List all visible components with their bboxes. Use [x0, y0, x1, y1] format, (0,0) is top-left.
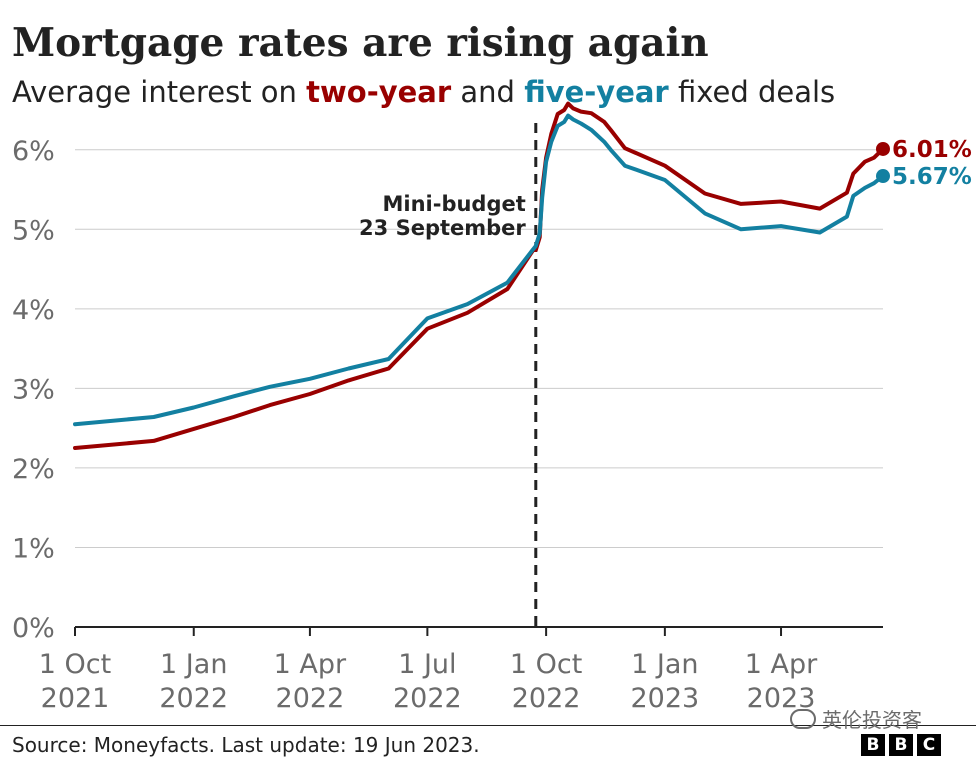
y-tick-label: 2%	[12, 454, 55, 485]
two-year-line	[73, 101, 885, 450]
chat-icon	[790, 708, 816, 729]
logo-letter: B	[861, 734, 885, 756]
logo-letter: B	[889, 734, 913, 756]
subtitle-mid: and	[451, 75, 525, 109]
bbc-logo: B B C	[861, 734, 941, 756]
footer-divider	[0, 725, 976, 726]
chart-subtitle: Average interest on two-year and five-ye…	[12, 75, 835, 109]
x-tick-label-month: 1 Jan	[160, 649, 227, 680]
x-tick-label-month: 1 Apr	[745, 649, 818, 680]
subtitle-two-year-key: two-year	[306, 75, 452, 109]
y-tick-label: 1%	[12, 533, 55, 564]
x-tick-label-month: 1 Jul	[398, 649, 456, 680]
x-tick-label-month: 1 Jan	[631, 649, 698, 680]
y-tick-label: 0%	[12, 613, 55, 644]
x-tick-label-year: 2023	[631, 683, 700, 714]
two-year-end-label: 6.01%	[892, 137, 972, 163]
subtitle-five-year-key: five-year	[524, 75, 669, 109]
source-note: Source: Moneyfacts. Last update: 19 Jun …	[12, 733, 480, 757]
watermark-text: 英伦投资客	[822, 708, 922, 732]
y-tick-label: 6%	[12, 136, 55, 167]
x-tick-label-year: 2022	[393, 683, 462, 714]
five-year-line	[73, 113, 885, 427]
y-tick-label: 5%	[12, 215, 55, 246]
x-tick-label-month: 1 Apr	[274, 649, 347, 680]
y-tick-label: 3%	[12, 374, 55, 405]
x-tick-label-month: 1 Oct	[510, 649, 582, 680]
chart-title: Mortgage rates are rising again	[12, 20, 709, 66]
subtitle-prefix: Average interest on	[12, 75, 307, 109]
five-year-end-point	[876, 169, 890, 184]
logo-letter: C	[917, 734, 941, 756]
five-year-end-label: 5.67%	[892, 164, 972, 190]
y-tick-label: 4%	[12, 295, 55, 326]
two-year-end-point	[876, 141, 890, 156]
x-tick-label-year: 2022	[276, 683, 345, 714]
watermark: 英伦投资客	[790, 704, 922, 733]
subtitle-suffix: fixed deals	[668, 75, 836, 109]
x-tick-label-year: 2022	[159, 683, 228, 714]
annotation-line-2: 23 September	[359, 216, 526, 240]
annotation-line-1: Mini-budget	[382, 192, 525, 216]
x-tick-label-year: 2021	[41, 683, 110, 714]
x-tick-label-month: 1 Oct	[39, 649, 111, 680]
x-tick-label-year: 2022	[512, 683, 581, 714]
